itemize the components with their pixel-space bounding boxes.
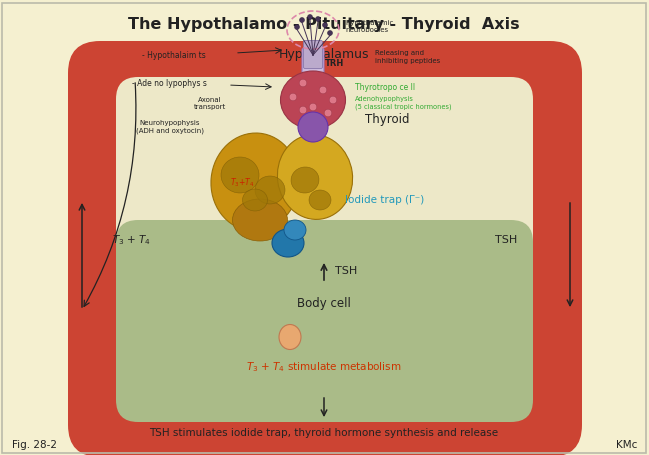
FancyBboxPatch shape xyxy=(304,40,323,69)
Circle shape xyxy=(289,93,297,101)
Text: KMc: KMc xyxy=(616,440,637,450)
FancyBboxPatch shape xyxy=(116,220,533,422)
Text: Adenohypophysis
(5 classical tropic hormones): Adenohypophysis (5 classical tropic horm… xyxy=(355,96,452,110)
Ellipse shape xyxy=(272,229,304,257)
Ellipse shape xyxy=(309,190,331,210)
Text: $T_3$+$T_4$: $T_3$+$T_4$ xyxy=(230,177,254,189)
Ellipse shape xyxy=(298,112,328,142)
Text: TSH stimulates iodide trap, thyroid hormone synthesis and release: TSH stimulates iodide trap, thyroid horm… xyxy=(149,428,498,438)
Text: $T_3$ + $T_4$: $T_3$ + $T_4$ xyxy=(112,233,151,247)
Ellipse shape xyxy=(279,324,301,349)
Text: Iodide trap (Γ⁻): Iodide trap (Γ⁻) xyxy=(345,195,424,205)
Text: TSH: TSH xyxy=(335,266,357,276)
Ellipse shape xyxy=(255,176,285,204)
Ellipse shape xyxy=(277,135,352,219)
Circle shape xyxy=(299,106,307,114)
Circle shape xyxy=(295,25,299,30)
Circle shape xyxy=(319,86,327,94)
Circle shape xyxy=(309,103,317,111)
Text: Thyrotropo ce ll: Thyrotropo ce ll xyxy=(355,82,415,91)
Text: Neurohypophysis
(ADH and oxytocin): Neurohypophysis (ADH and oxytocin) xyxy=(136,120,204,134)
Text: The Hypothalamo - Pituitary - Thyroid  Axis: The Hypothalamo - Pituitary - Thyroid Ax… xyxy=(129,17,520,32)
Circle shape xyxy=(323,22,328,27)
Ellipse shape xyxy=(232,199,288,241)
Circle shape xyxy=(324,109,332,117)
FancyBboxPatch shape xyxy=(68,41,582,315)
Text: TRH: TRH xyxy=(325,59,344,67)
Circle shape xyxy=(299,17,304,22)
Text: Hypothalamic
neurobodies: Hypothalamic neurobodies xyxy=(345,20,393,34)
Text: Hypothalamus: Hypothalamus xyxy=(279,48,369,61)
Ellipse shape xyxy=(284,220,306,240)
FancyBboxPatch shape xyxy=(68,183,582,455)
Ellipse shape xyxy=(291,167,319,193)
Ellipse shape xyxy=(280,71,345,129)
Text: Releasing and
inhibiting peptides: Releasing and inhibiting peptides xyxy=(375,51,440,64)
Text: Fig. 28-2: Fig. 28-2 xyxy=(12,440,57,450)
Text: Axonal
transport: Axonal transport xyxy=(194,96,226,110)
Circle shape xyxy=(315,16,321,21)
Ellipse shape xyxy=(243,189,267,211)
Circle shape xyxy=(329,96,337,104)
Circle shape xyxy=(328,30,332,35)
Text: TSH: TSH xyxy=(495,235,517,245)
Text: Thyroid: Thyroid xyxy=(365,113,410,126)
Ellipse shape xyxy=(221,157,259,193)
Text: Body cell: Body cell xyxy=(297,297,351,309)
Text: $T_3$ + $T_4$ stimulate metabolism: $T_3$ + $T_4$ stimulate metabolism xyxy=(246,360,402,374)
FancyBboxPatch shape xyxy=(116,77,533,279)
FancyBboxPatch shape xyxy=(302,48,324,85)
Circle shape xyxy=(308,15,313,20)
Ellipse shape xyxy=(211,133,299,231)
Circle shape xyxy=(299,79,307,87)
Text: - Hypothalaim ts: - Hypothalaim ts xyxy=(142,51,206,60)
Text: - Ade no lypophys s: - Ade no lypophys s xyxy=(132,79,207,87)
